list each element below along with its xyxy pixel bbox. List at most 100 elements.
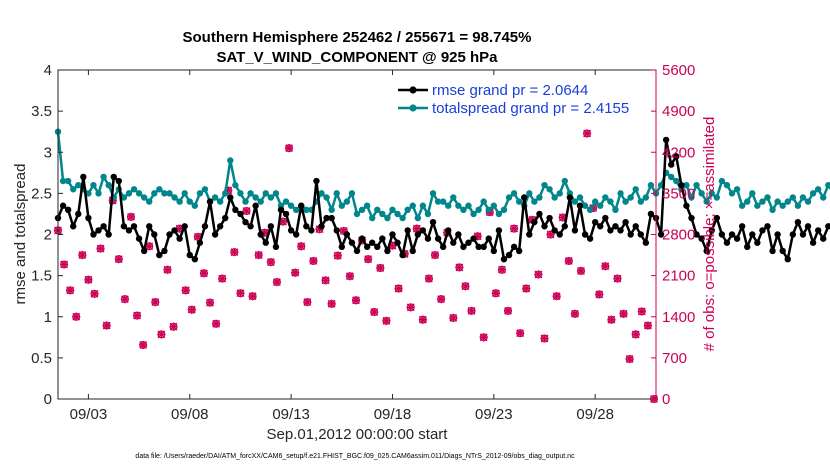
legend-rmse-marker — [409, 86, 417, 94]
totalspread-point — [414, 214, 422, 222]
obs-assimilated-point — [272, 278, 281, 287]
totalspread-point — [161, 190, 168, 197]
y-axis-label: rmse and totalspread — [12, 164, 29, 305]
rmse-point — [779, 247, 786, 255]
totalspread-point — [384, 214, 391, 222]
rmse-point — [318, 223, 325, 230]
obs-assimilated-point — [242, 207, 251, 215]
y-tick-label: 3 — [44, 144, 52, 161]
totalspread-point — [627, 194, 634, 201]
rmse-point — [809, 239, 817, 246]
rmse-point — [308, 227, 315, 234]
totalspread-point — [90, 181, 97, 189]
totalspread-point — [171, 194, 178, 201]
totalspread-point — [728, 190, 736, 197]
obs-assimilated-point — [504, 306, 513, 315]
obs-assimilated-point — [230, 248, 239, 257]
obs-assimilated-point — [595, 290, 604, 299]
rmse-point — [597, 223, 604, 230]
series-layer — [54, 128, 830, 263]
y-tick-label: 2 — [44, 227, 52, 244]
rmse-point — [115, 177, 123, 185]
totalspread-point — [617, 190, 624, 197]
totalspread-point — [282, 198, 290, 205]
rmse-point — [59, 202, 67, 209]
totalspread-point — [242, 198, 249, 205]
rmse-point — [465, 239, 472, 246]
totalspread-point — [399, 214, 406, 222]
rmse-point — [313, 177, 320, 185]
rmse-point — [257, 231, 264, 238]
totalspread-point — [227, 157, 234, 164]
totalspread-point — [688, 194, 695, 201]
x-axis: 09/03 09/08 09/13 09/18 09/23 09/28 — [70, 70, 614, 423]
obs-assimilated-point — [254, 251, 263, 260]
rmse-point — [723, 239, 731, 246]
totalspread-point — [201, 186, 209, 193]
totalspread-point — [323, 194, 330, 201]
rmse-point — [140, 247, 148, 255]
totalspread-point — [637, 198, 644, 205]
rmse-point — [85, 214, 92, 222]
obs-assimilated-point — [455, 263, 464, 272]
totalspread-point — [216, 198, 224, 205]
totalspread-point — [333, 190, 340, 197]
totalspread-point — [140, 194, 148, 201]
totalspread-point — [597, 202, 604, 209]
totalspread-point — [551, 194, 558, 201]
obs-assimilated-point — [90, 289, 99, 298]
rmse-point — [404, 227, 411, 234]
rmse-point — [738, 223, 746, 230]
rmse-point — [130, 223, 138, 230]
totalspread-point — [455, 202, 462, 209]
totalspread-point — [744, 198, 751, 205]
obs-assimilated-point — [607, 315, 616, 324]
obs-assimilated-point — [96, 244, 105, 253]
obs-assimilated-point — [412, 224, 421, 233]
totalspread-point — [100, 173, 107, 181]
rmse-point — [617, 227, 624, 234]
rmse-point — [135, 235, 143, 242]
rmse-point — [394, 239, 401, 246]
totalspread-point — [500, 206, 508, 214]
obs-assimilated-point — [370, 308, 379, 317]
obs-assimilated-point — [583, 129, 592, 138]
rmse-point — [647, 210, 655, 218]
rmse-point — [799, 231, 807, 238]
totalspread-point — [95, 190, 102, 197]
rmse-point — [673, 153, 680, 160]
y-right-tick-label: 700 — [662, 350, 687, 367]
totalspread-point — [328, 206, 335, 214]
y-right-tick-label: 4900 — [662, 103, 695, 120]
obs-assimilated-point — [479, 333, 488, 342]
totalspread-point — [495, 210, 503, 218]
rmse-point — [480, 243, 487, 251]
totalspread-point — [252, 194, 259, 201]
y-right-tick-label: 2100 — [662, 268, 695, 285]
rmse-point — [171, 227, 178, 234]
obs-assimilated-point — [625, 355, 634, 364]
obs-assimilated-point — [394, 284, 403, 293]
rmse-point — [338, 243, 345, 251]
y-right-tick-label: 5600 — [662, 62, 695, 79]
totalspread-point — [531, 198, 538, 205]
totalspread-point — [581, 202, 589, 209]
obs-assimilated-point — [613, 274, 622, 283]
totalspread-point — [105, 181, 112, 189]
totalspread-point — [759, 198, 766, 205]
rmse-point — [591, 218, 599, 226]
data-file-note: data file: /Users/raeder/DAI/ATM_forcXX/… — [135, 453, 575, 460]
totalspread-point — [135, 190, 143, 197]
totalspread-point — [470, 210, 477, 218]
rmse-point — [561, 223, 568, 230]
rmse-point — [581, 231, 589, 238]
totalspread-point — [683, 181, 690, 189]
rmse-point — [693, 231, 700, 238]
totalspread-point — [196, 190, 204, 197]
totalspread-point — [176, 198, 183, 205]
rmse-point — [475, 243, 482, 251]
rmse-point — [80, 173, 87, 181]
totalspread-point — [723, 181, 731, 189]
totalspread-point — [546, 186, 553, 193]
rmse-point — [358, 235, 366, 242]
